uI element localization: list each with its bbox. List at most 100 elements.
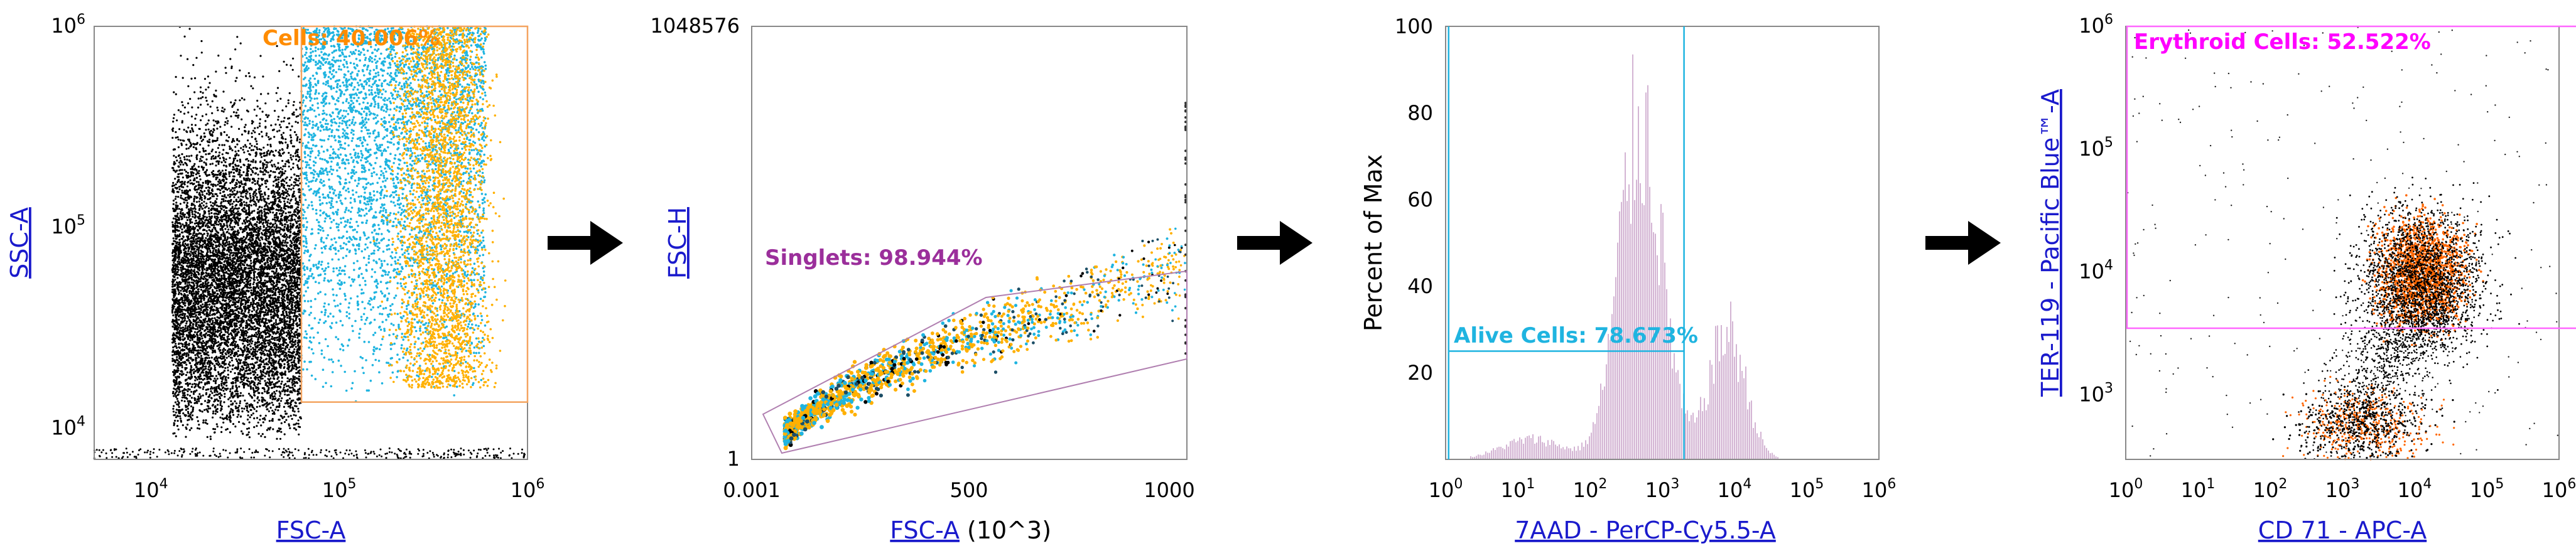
data-point — [202, 218, 204, 220]
data-point — [261, 193, 263, 195]
data-point — [230, 102, 232, 104]
data-point — [290, 129, 291, 131]
data-point — [275, 319, 277, 321]
data-point — [219, 350, 220, 352]
data-point — [261, 136, 263, 137]
data-point — [177, 196, 179, 198]
data-point — [230, 218, 232, 220]
data-point — [299, 372, 301, 374]
data-point — [184, 318, 186, 319]
data-point — [189, 340, 191, 341]
data-point — [242, 196, 244, 198]
data-point — [223, 159, 225, 161]
data-point — [251, 311, 253, 313]
data-point — [254, 326, 256, 328]
data-point — [224, 281, 225, 282]
data-point — [171, 289, 173, 291]
data-point — [257, 250, 259, 252]
data-point — [222, 169, 224, 171]
data-point — [220, 383, 222, 385]
data-point — [177, 420, 179, 422]
data-point — [256, 368, 257, 370]
data-point — [242, 149, 244, 151]
data-point — [278, 227, 279, 228]
data-point — [279, 98, 281, 100]
data-point — [246, 428, 248, 430]
data-point — [229, 173, 230, 175]
data-point — [213, 380, 215, 382]
data-point — [210, 390, 212, 392]
data-point — [195, 254, 197, 256]
data-point — [235, 402, 237, 404]
data-point — [190, 269, 192, 270]
data-point — [211, 156, 213, 158]
data-point — [232, 255, 234, 257]
data-point — [284, 138, 286, 140]
data-point — [182, 336, 184, 338]
data-point — [269, 427, 271, 429]
data-point — [236, 360, 238, 362]
data-point — [207, 351, 209, 353]
data-point — [223, 200, 225, 202]
data-point — [232, 301, 234, 303]
data-point — [256, 406, 258, 408]
data-point — [295, 415, 297, 417]
data-point — [226, 212, 228, 214]
data-point — [238, 405, 240, 407]
data-point — [268, 388, 269, 390]
data-point — [185, 323, 187, 324]
data-point — [288, 99, 290, 101]
data-point — [182, 176, 184, 178]
data-point — [256, 196, 258, 198]
data-point — [187, 393, 188, 395]
data-point — [190, 274, 192, 276]
data-point — [238, 140, 240, 142]
data-point — [275, 149, 277, 151]
data-point — [249, 179, 251, 181]
data-point — [288, 117, 290, 119]
data-point — [290, 134, 291, 136]
data-point — [194, 380, 196, 382]
data-point — [228, 355, 230, 357]
data-point — [200, 119, 202, 121]
data-point — [282, 137, 284, 139]
data-point — [283, 363, 285, 365]
data-point — [255, 286, 257, 288]
data-point — [194, 118, 196, 120]
data-point — [196, 333, 198, 335]
data-point — [295, 121, 296, 123]
data-point — [286, 234, 288, 236]
data-point — [253, 309, 255, 311]
data-point — [292, 155, 294, 157]
data-point — [210, 263, 212, 265]
data-point — [288, 102, 290, 104]
data-point — [283, 387, 285, 388]
data-point — [251, 254, 252, 255]
data-point — [217, 341, 219, 343]
data-point — [281, 168, 283, 170]
data-point — [296, 337, 298, 339]
data-point — [240, 318, 242, 319]
data-point — [256, 148, 258, 150]
data-point — [293, 195, 295, 197]
data-point — [284, 383, 286, 385]
data-point — [288, 394, 290, 396]
data-point — [249, 237, 251, 239]
data-point — [209, 163, 211, 165]
data-point — [212, 139, 214, 141]
data-point — [277, 162, 279, 164]
data-point — [243, 282, 245, 284]
data-point — [216, 127, 218, 129]
data-point — [205, 237, 207, 239]
data-point — [271, 246, 273, 248]
data-point — [172, 346, 174, 348]
data-point — [249, 356, 251, 358]
data-point — [229, 274, 230, 276]
data-point — [200, 350, 202, 351]
data-point — [283, 132, 284, 134]
data-point — [205, 164, 207, 166]
data-point — [197, 107, 199, 109]
data-point — [248, 393, 250, 395]
data-point — [244, 370, 246, 372]
data-point — [259, 240, 261, 242]
